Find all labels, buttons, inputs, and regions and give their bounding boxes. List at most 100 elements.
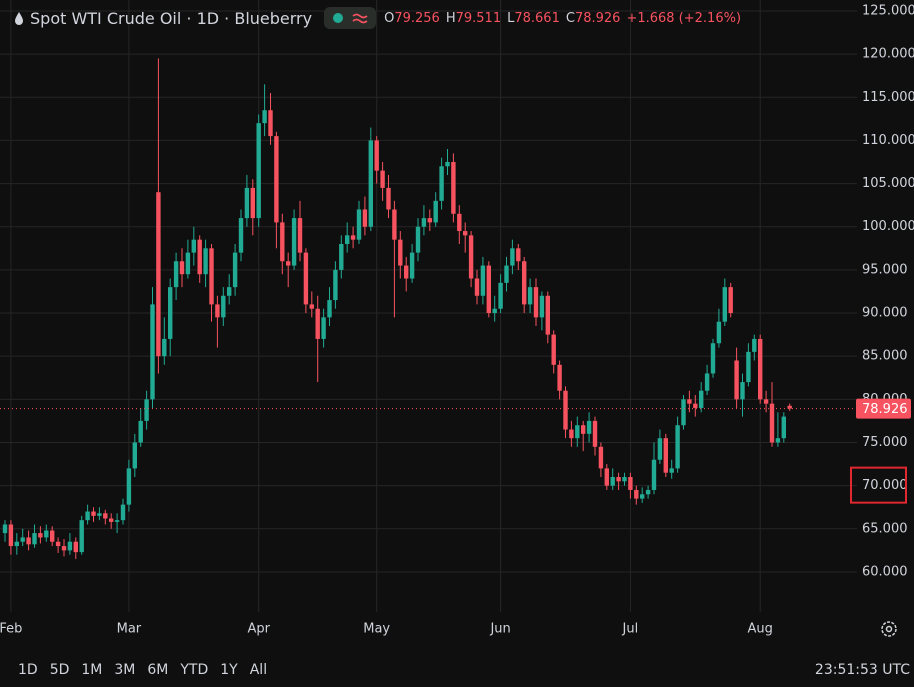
- candle-body: [380, 170, 385, 188]
- candle-body: [468, 235, 474, 279]
- candle-body: [350, 235, 356, 240]
- candle-body: [758, 338, 763, 400]
- candle-body: [457, 213, 462, 232]
- x-tick-label: Jun: [489, 622, 510, 637]
- x-tick-label: Mar: [117, 622, 142, 637]
- candle-body: [610, 477, 615, 486]
- highlight-box: [850, 466, 907, 504]
- gear-outer: [881, 621, 897, 637]
- candle-body: [787, 405, 792, 409]
- candle-body: [132, 442, 137, 469]
- candle-body: [645, 489, 651, 495]
- ohlc-label: O: [384, 10, 395, 26]
- x-tick-label: Aug: [748, 622, 773, 637]
- last-price-label: 78.926: [862, 402, 908, 417]
- change: +1.668 (+2.16%): [626, 10, 742, 26]
- y-tick-label: 60.000: [862, 564, 908, 579]
- candle-body: [14, 541, 19, 547]
- candle-body: [669, 468, 674, 473]
- candle-body: [699, 390, 704, 408]
- candle-body: [598, 446, 604, 469]
- candle-body: [144, 399, 149, 421]
- y-tick-label: 65.000: [862, 521, 908, 536]
- candle-body: [291, 218, 297, 266]
- candle-body: [592, 420, 598, 447]
- y-tick-label: 110.000: [862, 133, 914, 148]
- range-button[interactable]: 3M: [114, 661, 136, 678]
- candle-body: [781, 416, 786, 439]
- candle-body: [533, 287, 539, 318]
- candle-body: [238, 218, 244, 253]
- y-tick-label: 85.000: [862, 349, 908, 364]
- toolbar: 1D 5D 1M 3M 6M YTD 1Y All 23:51:53 UTC: [0, 652, 914, 687]
- status-pill[interactable]: [324, 7, 377, 29]
- candle-body: [752, 338, 757, 352]
- candle-body: [197, 239, 202, 275]
- range-button[interactable]: 6M: [147, 661, 169, 678]
- candle-body: [345, 235, 350, 244]
- ohlc-value: 79.511: [455, 10, 502, 26]
- ohlc-label: C: [565, 10, 575, 26]
- candle-body: [675, 425, 680, 469]
- range-button[interactable]: All: [249, 661, 268, 678]
- candle-body: [386, 187, 391, 210]
- y-tick-label: 105.000: [862, 176, 914, 191]
- candle-body: [91, 511, 96, 516]
- candle-body: [704, 373, 710, 391]
- candle-body: [510, 248, 515, 266]
- candle-body: [67, 541, 73, 551]
- candle-body: [126, 468, 132, 505]
- candle-body: [398, 239, 403, 266]
- candle-body: [539, 295, 545, 318]
- candle-body: [179, 261, 185, 275]
- candle-body: [581, 425, 586, 434]
- range-button[interactable]: YTD: [180, 661, 209, 678]
- y-tick-label: 115.000: [862, 90, 914, 105]
- candle-body: [769, 403, 775, 443]
- candle-body: [286, 261, 291, 266]
- candle-body: [362, 209, 368, 227]
- candle-body: [368, 140, 373, 227]
- range-button[interactable]: 1M: [81, 661, 103, 678]
- candle-body: [516, 248, 521, 262]
- candle-body: [640, 494, 645, 499]
- candle-body: [486, 265, 491, 314]
- candle-body: [32, 533, 37, 545]
- candle-body: [232, 252, 238, 288]
- candle-body: [120, 504, 126, 521]
- x-tick-label: Jul: [622, 622, 639, 637]
- candle-body: [209, 248, 214, 305]
- x-tick-label: Feb: [0, 622, 22, 637]
- candle-body: [20, 537, 25, 542]
- candle-body: [716, 321, 722, 344]
- candle-body: [97, 513, 102, 516]
- candle-body: [651, 459, 657, 490]
- range-button[interactable]: 1Y: [220, 661, 238, 678]
- candle-body: [274, 136, 279, 223]
- candle-body: [79, 520, 84, 553]
- candle-body: [409, 252, 415, 279]
- status-dot: [333, 13, 344, 23]
- range-button[interactable]: 1D: [18, 661, 38, 678]
- candle-body: [474, 278, 480, 296]
- ohlc-label: L: [507, 10, 515, 26]
- candle-body: [250, 187, 255, 219]
- approx-icon: [352, 13, 368, 24]
- candle-body: [657, 438, 663, 460]
- candle-body: [480, 265, 486, 296]
- candle-body: [604, 468, 609, 486]
- candle-body: [173, 261, 179, 288]
- range-button[interactable]: 5D: [49, 661, 70, 678]
- candle-body: [8, 524, 14, 547]
- candle-body: [303, 252, 309, 305]
- candle-body: [327, 300, 332, 318]
- candle-body: [575, 425, 580, 439]
- settings-icon[interactable]: [881, 621, 897, 637]
- y-tick-label: 70.000: [862, 478, 908, 493]
- candle-body: [622, 477, 627, 482]
- candle-body: [109, 518, 114, 522]
- candle-body: [315, 308, 320, 339]
- candle-body: [421, 218, 427, 227]
- last-price-tag: [856, 398, 911, 419]
